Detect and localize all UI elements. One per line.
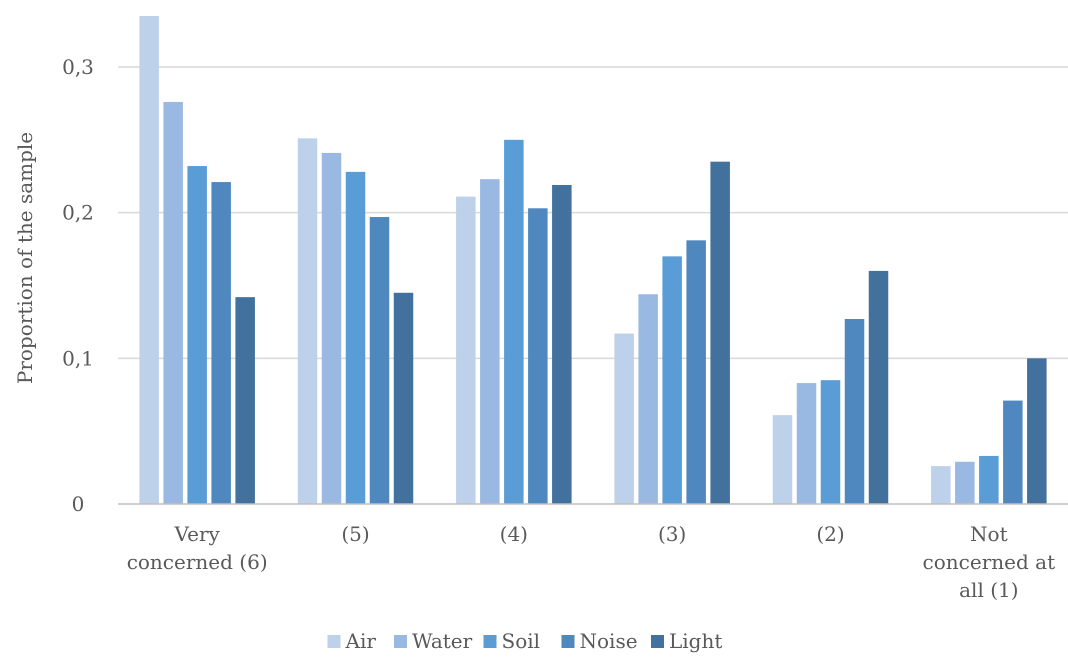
x-category-label: concerned (6): [127, 550, 268, 574]
bar-soil: [662, 256, 682, 504]
legend-swatch-soil: [483, 635, 497, 648]
bar-air: [614, 333, 634, 504]
bar-water: [321, 152, 342, 505]
legend: Air Water Soil Noise Light: [327, 629, 722, 653]
x-axis-categories: Very concerned (6) (5) (4) (3) (2) Not concerne…: [127, 522, 1055, 602]
bar-light: [1027, 358, 1047, 504]
bar-noise: [844, 318, 865, 504]
x-category-label: (3): [658, 522, 686, 546]
bar-air: [297, 138, 318, 504]
bar-light: [868, 270, 889, 504]
bar-water: [480, 179, 500, 505]
bar-noise: [528, 208, 548, 504]
legend-swatch-water: [394, 635, 407, 648]
bar-air: [139, 16, 159, 504]
y-tick-label: 0,3: [62, 55, 94, 79]
x-category-label: concerned at: [923, 550, 1056, 574]
legend-label-water: Water: [412, 629, 473, 653]
bar-noise: [211, 182, 231, 504]
x-category-label: (2): [816, 522, 844, 546]
x-category-label: Not: [970, 522, 1008, 546]
legend-label-light: Light: [669, 629, 722, 653]
legend-label-noise: Noise: [580, 629, 638, 653]
bar-water: [796, 383, 817, 504]
bar-water: [638, 294, 658, 504]
bar-soil: [979, 455, 999, 504]
legend-swatch-light: [651, 635, 664, 648]
y-tick-label: 0,2: [62, 201, 94, 225]
bar-air: [456, 196, 476, 504]
legend-label-soil: Soil: [502, 629, 541, 653]
bar-light: [393, 292, 414, 504]
bar-soil: [187, 166, 207, 504]
bar-soil: [345, 171, 366, 504]
bar-water: [955, 461, 975, 504]
bar-noise: [686, 240, 706, 504]
bar-noise: [1003, 400, 1023, 504]
y-tick-label: 0: [72, 492, 85, 516]
x-category-label: (4): [500, 522, 528, 546]
x-category-label: Very: [174, 522, 221, 546]
gridlines: [118, 66, 1068, 360]
y-axis-label: Proportion of the sample: [13, 132, 37, 384]
legend-swatch-air: [327, 635, 341, 648]
x-category-label: all (1): [959, 578, 1018, 602]
bar-light: [235, 297, 255, 504]
bar-light: [710, 161, 730, 505]
bar-soil: [820, 380, 841, 504]
y-axis-ticks: 0 0,1 0,2 0,3: [62, 55, 94, 516]
bar-water: [163, 101, 183, 505]
bar-air: [772, 415, 793, 504]
y-tick-label: 0,1: [62, 346, 94, 370]
bar-soil: [504, 139, 524, 504]
x-category-label: (5): [341, 522, 369, 546]
bar-air: [931, 466, 951, 504]
bar-light: [552, 184, 572, 504]
legend-swatch-noise: [561, 635, 575, 648]
bars: [139, 16, 1047, 505]
bar-noise: [369, 217, 390, 505]
legend-label-air: Air: [345, 629, 377, 653]
